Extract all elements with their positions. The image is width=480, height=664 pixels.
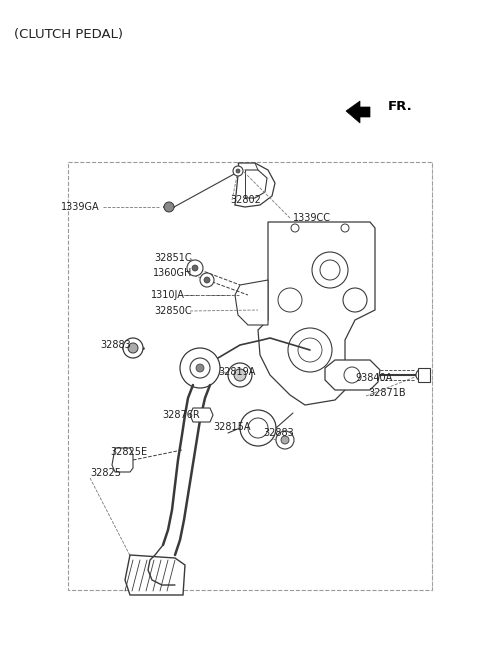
Circle shape: [278, 288, 302, 312]
Circle shape: [192, 265, 198, 271]
Circle shape: [291, 224, 299, 232]
Circle shape: [190, 358, 210, 378]
Polygon shape: [325, 360, 380, 390]
Polygon shape: [190, 408, 213, 422]
Text: 32815A: 32815A: [213, 422, 251, 432]
Polygon shape: [235, 280, 268, 325]
Polygon shape: [125, 555, 185, 595]
Circle shape: [344, 367, 360, 383]
Text: 1339GA: 1339GA: [61, 202, 100, 212]
Circle shape: [187, 260, 203, 276]
Text: 32825E: 32825E: [110, 447, 147, 457]
Text: 32819A: 32819A: [218, 367, 255, 377]
Circle shape: [312, 252, 348, 288]
Circle shape: [128, 343, 138, 353]
Circle shape: [288, 328, 332, 372]
Text: FR.: FR.: [388, 100, 413, 114]
Circle shape: [236, 169, 240, 173]
Text: 32871B: 32871B: [368, 388, 406, 398]
Circle shape: [281, 436, 289, 444]
Circle shape: [204, 277, 210, 283]
Text: 32883: 32883: [100, 340, 131, 350]
Circle shape: [343, 288, 367, 312]
Text: 1310JA: 1310JA: [151, 290, 185, 300]
Circle shape: [320, 260, 340, 280]
Circle shape: [234, 369, 246, 381]
Circle shape: [123, 338, 143, 358]
Bar: [68, 162, 432, 590]
Circle shape: [228, 363, 252, 387]
Circle shape: [298, 338, 322, 362]
Circle shape: [164, 202, 174, 212]
Circle shape: [341, 224, 349, 232]
Text: (CLUTCH PEDAL): (CLUTCH PEDAL): [14, 28, 123, 41]
Text: 32825: 32825: [90, 468, 121, 478]
Text: 32876R: 32876R: [162, 410, 200, 420]
Circle shape: [196, 364, 204, 372]
Text: 93840A: 93840A: [355, 373, 392, 383]
Polygon shape: [258, 222, 375, 405]
Text: 32802: 32802: [230, 195, 261, 205]
Text: 32883: 32883: [263, 428, 294, 438]
Circle shape: [180, 348, 220, 388]
Circle shape: [233, 166, 243, 176]
Polygon shape: [346, 101, 370, 123]
Circle shape: [248, 418, 268, 438]
Circle shape: [240, 410, 276, 446]
Text: 1360GH: 1360GH: [153, 268, 192, 278]
Text: 32850C: 32850C: [155, 306, 192, 316]
Circle shape: [200, 273, 214, 287]
Text: 1339CC: 1339CC: [293, 213, 331, 223]
Polygon shape: [418, 368, 430, 382]
Polygon shape: [112, 448, 133, 472]
Circle shape: [276, 431, 294, 449]
Circle shape: [416, 369, 428, 381]
Text: 32851C: 32851C: [155, 253, 192, 263]
